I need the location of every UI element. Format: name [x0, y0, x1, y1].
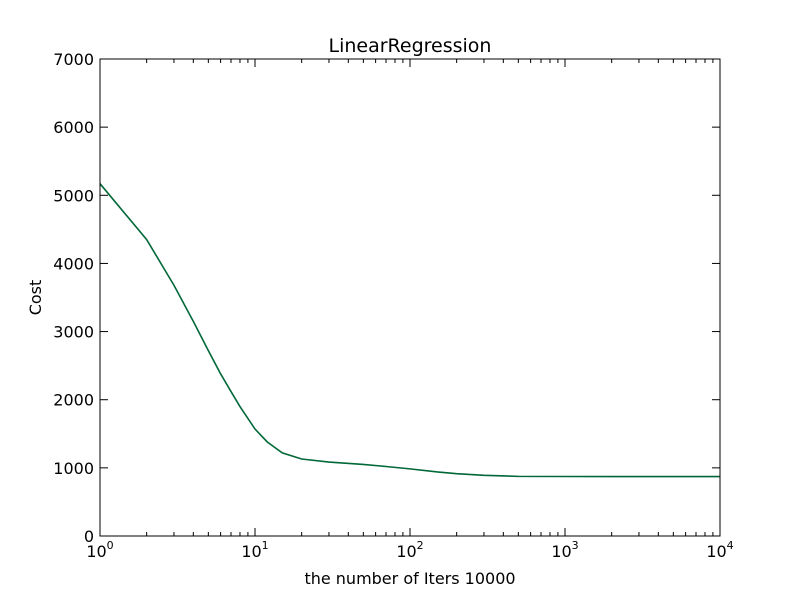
y-tick-label: 6000 — [53, 118, 94, 137]
x-tick-label: 104 — [706, 539, 733, 561]
ticks-layer: 0 1000 2000 3000 4000 5000 6000 7000 100 101 102 10… — [53, 50, 733, 561]
y-tick-label: 1000 — [53, 459, 94, 478]
series-line-0 — [99, 183, 720, 478]
x-tick-label: 103 — [551, 539, 578, 561]
y-tick-label: 4000 — [53, 254, 94, 273]
y-tick-label: 7000 — [53, 50, 94, 69]
y-tick-label: 2000 — [53, 391, 94, 410]
y-tick-label: 3000 — [53, 323, 94, 342]
x-tick-label: 102 — [396, 539, 423, 561]
series-layer — [99, 183, 720, 478]
chart-title: LinearRegression — [329, 35, 492, 57]
y-axis-title: Cost — [26, 280, 45, 316]
x-tick-label: 101 — [241, 539, 268, 561]
x-tick-label: 100 — [86, 539, 113, 561]
x-axis-title: the number of Iters 10000 — [304, 569, 515, 588]
y-tick-label: 0 — [84, 527, 94, 546]
labels-layer: LinearRegression the number of Iters 100… — [26, 35, 516, 588]
plot-area-frame — [99, 58, 721, 537]
y-tick-label: 5000 — [53, 186, 94, 205]
